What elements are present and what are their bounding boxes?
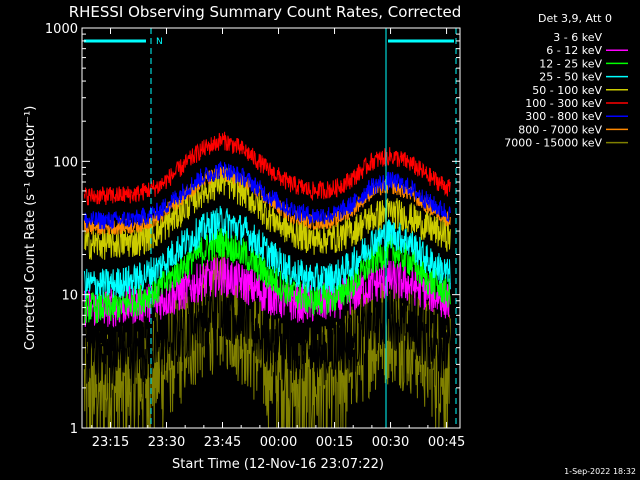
legend-label: 7000 - 15000 keV bbox=[504, 137, 602, 150]
x-tick-label: 00:30 bbox=[372, 435, 409, 450]
legend-label: 6 - 12 keV bbox=[546, 44, 602, 57]
x-tick-label: 00:00 bbox=[260, 435, 297, 450]
y-axis: 1 10 100 1000 bbox=[45, 22, 460, 437]
legend-label: 25 - 50 keV bbox=[539, 71, 602, 84]
legend-title: Det 3,9, Att 0 bbox=[538, 12, 612, 25]
timestamp: 1-Sep-2022 18:32 bbox=[564, 467, 636, 476]
legend-label: 100 - 300 keV bbox=[525, 97, 602, 110]
x-tick-label: 00:15 bbox=[316, 435, 353, 450]
x-axis-label: Start Time (12-Nov-16 23:07:22) bbox=[172, 457, 384, 472]
x-tick-label: 23:45 bbox=[204, 435, 241, 450]
series-line-25-50keV bbox=[83, 205, 451, 300]
x-tick-label: 23:15 bbox=[92, 435, 129, 450]
series-line-50-100keV bbox=[84, 167, 451, 260]
x-tick-label: 00:45 bbox=[428, 435, 465, 450]
series-layer bbox=[83, 131, 451, 428]
y-tick-label: 1000 bbox=[45, 22, 78, 37]
legend-label: 50 - 100 keV bbox=[532, 84, 602, 97]
legend-label: 300 - 800 keV bbox=[525, 110, 602, 123]
chart-title: RHESSI Observing Summary Count Rates, Co… bbox=[69, 3, 462, 21]
y-tick-label: 1 bbox=[70, 422, 78, 437]
legend-label: 800 - 7000 keV bbox=[518, 123, 602, 136]
plot-area: N bbox=[81, 27, 461, 429]
series-line-100-300keV bbox=[83, 131, 451, 206]
y-axis-label: Corrected Count Rate (s⁻¹ detector⁻¹) bbox=[23, 106, 38, 351]
legend-label: 3 - 6 keV bbox=[553, 31, 602, 44]
x-tick-label: 23:30 bbox=[148, 435, 185, 450]
y-tick-label: 100 bbox=[53, 155, 78, 170]
y-tick-label: 10 bbox=[61, 289, 78, 304]
x-axis: 23:15 23:30 23:45 00:00 00:15 00:30 00:45 bbox=[91, 28, 465, 450]
series-line-3-6keV bbox=[83, 278, 451, 387]
night-marker-label: N bbox=[156, 37, 163, 47]
series-line-300-800keV bbox=[83, 161, 451, 230]
plot-frame bbox=[81, 27, 461, 429]
legend-label: 12 - 25 keV bbox=[539, 57, 602, 70]
